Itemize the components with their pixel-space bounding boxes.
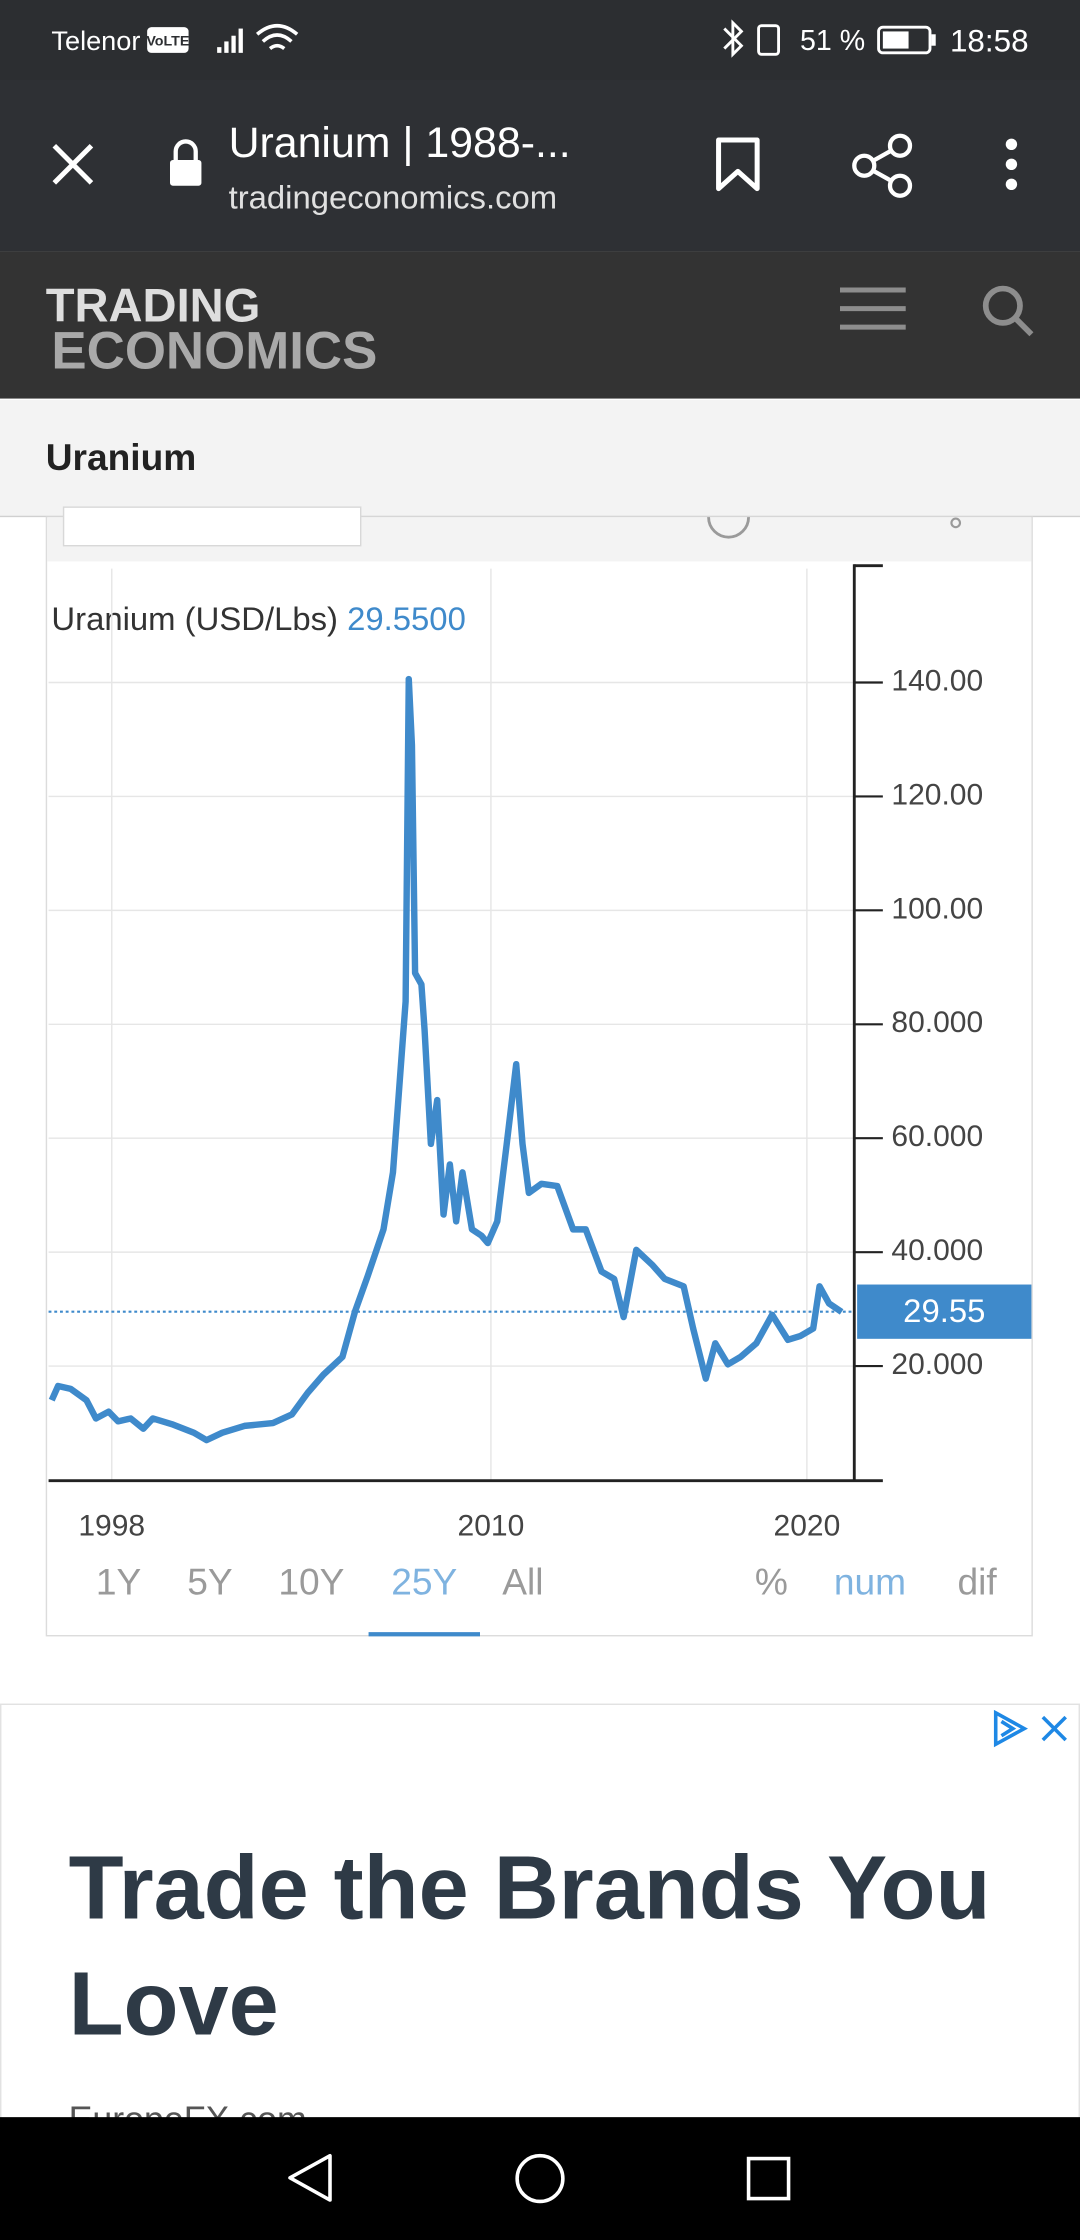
bluetooth-icon	[723, 19, 744, 58]
menu-button[interactable]	[1005, 138, 1018, 190]
battery-level	[882, 31, 909, 49]
card-icon-dot[interactable]	[950, 517, 962, 529]
x-tick-label: 2020	[774, 1510, 841, 1543]
page-title-tab: Uranium | 1988-...	[229, 119, 571, 167]
battery-icon	[877, 25, 932, 55]
plot: 20.000 40.000 60.000 80.000 100.00 120.00 140.…	[48, 564, 1032, 1543]
card-select[interactable]	[62, 506, 362, 547]
gap	[0, 1637, 1080, 1703]
range-button[interactable]: 5Y	[187, 1560, 232, 1602]
mode-button[interactable]: %	[755, 1560, 788, 1602]
page-heading: Uranium	[46, 436, 197, 478]
range-button[interactable]: All	[502, 1560, 543, 1602]
range-button[interactable]: 25Y	[391, 1560, 457, 1602]
battery-tip	[931, 34, 936, 46]
current-value-label: 29.5500	[347, 600, 466, 637]
chart-title: Uranium (USD/Lbs) 29.5500	[51, 600, 465, 637]
current-value-tag	[857, 1284, 1032, 1339]
nav-bar	[0, 2117, 1080, 2240]
search-button[interactable]	[982, 285, 1034, 337]
carrier: Telenor	[51, 25, 140, 56]
signal-icon	[217, 28, 243, 53]
x-tick-label: 2010	[458, 1510, 525, 1543]
title-bar	[0, 400, 1080, 518]
ad-close-button[interactable]	[1041, 1715, 1067, 1742]
vibrate-icon	[757, 24, 780, 56]
adchoices-icon[interactable]	[993, 1709, 1028, 1748]
current-value-tag-text: 29.55	[903, 1292, 985, 1329]
x-tick-label: 1998	[78, 1510, 145, 1543]
ad-headline[interactable]: Love	[69, 1954, 279, 2054]
volte-badge	[147, 27, 189, 53]
ad-banner[interactable]	[0, 1703, 1080, 2134]
chart-title-text: Uranium (USD/Lbs)	[51, 600, 338, 637]
y-tick-label: 120.00	[891, 778, 983, 811]
battery-percent: 51 %	[800, 25, 865, 57]
buttons: 1Y 5Y 10Y 25Y All% num dif	[96, 1560, 998, 1602]
y-tick-label: 40.000	[891, 1234, 983, 1267]
range-button[interactable]: 1Y	[96, 1560, 141, 1602]
y-tick-label: 20.000	[891, 1348, 983, 1381]
lock-icon	[170, 160, 202, 186]
card-icon[interactable]	[707, 517, 750, 539]
range-button[interactable]: 10Y	[278, 1560, 344, 1602]
y-tick-label: 80.000	[891, 1006, 983, 1039]
back-button[interactable]	[288, 2153, 332, 2202]
home-button[interactable]	[515, 2153, 565, 2204]
lock-shackle	[173, 139, 198, 162]
clock: 18:58	[950, 23, 1029, 58]
mode-button[interactable]: dif	[958, 1560, 998, 1602]
y-tick-label: 100.00	[891, 892, 983, 925]
recents-button[interactable]	[746, 2156, 791, 2201]
url[interactable]: tradingeconomics.com	[229, 179, 558, 216]
bookmark-button[interactable]	[716, 137, 760, 192]
close-tab-button[interactable]	[52, 143, 94, 185]
wifi-icon	[255, 23, 299, 51]
chart-card	[45, 516, 1033, 1637]
logo-line1[interactable]: TRADING	[46, 278, 261, 331]
mode-button[interactable]: num	[834, 1560, 906, 1602]
ad-headline[interactable]: Trade the Brands You	[69, 1839, 991, 1939]
share-button[interactable]	[852, 133, 913, 198]
network: VoLTE	[146, 34, 189, 50]
y-tick-label: 140.00	[891, 664, 983, 697]
price-line	[48, 675, 844, 1444]
y-tick-label: 60.000	[891, 1120, 983, 1153]
hamburger-button[interactable]	[840, 287, 906, 330]
logo-line2[interactable]: ECONOMICS	[51, 322, 377, 381]
